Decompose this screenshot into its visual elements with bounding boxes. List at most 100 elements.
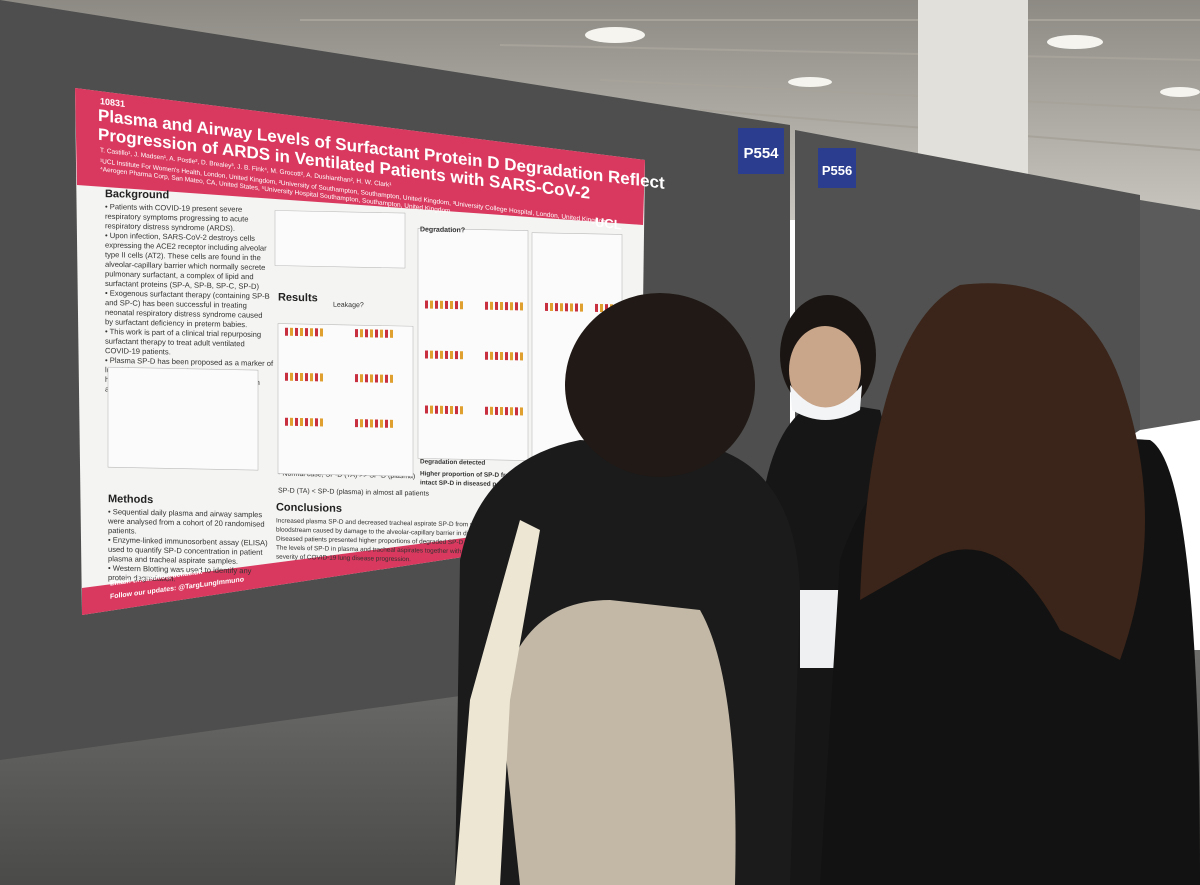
figure-bar [380,419,383,428]
section-text: • This work is part of a clinical trial … [105,327,261,339]
figure-bar [495,301,498,310]
poster-header [75,88,645,225]
booth-sign [818,148,856,188]
section-text: • Normal case, SP-D (TA) >> SP-D (plasma… [278,471,415,481]
face-mask [790,385,862,420]
figure-bar [425,405,428,414]
figure-bar [440,405,443,414]
figure-bar [450,406,453,415]
section-heading: Background [105,188,169,201]
figure-bar [495,351,498,360]
section-text: protein degradation. [108,573,176,583]
pillar [918,0,1028,175]
figure-bar [305,328,308,337]
figure-bar [375,329,378,338]
figure [277,323,414,477]
figure-bar [360,419,363,428]
figure-bar [460,301,463,310]
section-text: • Upon infection, SARS-CoV-2 destroys ce… [105,231,255,243]
figure-bar [365,374,368,383]
figure-bar [295,417,298,426]
section-text: used to quantify SP-D concentration in p… [108,545,263,557]
figure-bar [485,301,488,310]
figure-bar [510,352,513,361]
figure-bar [460,351,463,360]
figure [274,210,406,269]
figure-bar [290,417,293,426]
figure-bar [285,327,288,336]
figure-bar [295,372,298,381]
section-text: respiratory distress syndrome (ARDS). [105,221,235,233]
figure-bar [520,352,523,361]
figure-bar [485,351,488,360]
tote-bag [455,520,540,885]
section-text: severity of COVID-19 lung disease progre… [276,554,411,564]
section-heading: Results [278,292,318,305]
section-text: • Western Blotting was used to identify … [108,564,252,576]
figure-bar [500,302,503,311]
figure-bar [445,350,448,359]
visitor-hair [860,283,1145,660]
figure-bar [425,300,428,309]
section-text: and SP-C) has been successful in treatin… [105,298,247,310]
figure-bar [385,374,388,383]
section-text: • Plasma SP-D has been proposed as a mar… [105,356,274,368]
poster: 10831 Plasma and Airway Levels of Surfac… [75,88,665,615]
figure-bar [600,304,603,313]
poster-board [1140,200,1200,430]
figure-bar [355,374,358,383]
backpack [500,600,736,885]
figure-bar [435,350,438,359]
figure-bar [515,407,518,416]
figure-bar [510,302,513,311]
ceiling-light [788,77,832,87]
figure-bar [310,328,313,337]
booth-number: P554 [743,145,779,162]
figure-bar [450,351,453,360]
section-text: • Enzyme-linked immunosorbent assay (ELI… [108,535,268,547]
figure-bar [545,302,548,311]
figure-bar [455,351,458,360]
section-text: type II cells (AT2). These cells are fou… [105,250,261,262]
figure-bar [360,329,363,338]
figure-bar [300,373,303,382]
figure-bar [380,374,383,383]
figure-bar [390,419,393,428]
figure-bar [315,328,318,337]
figure-bar [570,303,573,312]
section-text: were analysed from a cohort of 20 random… [107,517,265,529]
figure-bar [560,303,563,312]
figure-bar [355,329,358,338]
figure-bar [285,417,288,426]
figure-bar [495,406,498,415]
figure-bar [390,374,393,383]
figure-bar [300,328,303,337]
figure-bar [515,352,518,361]
figure-bar [315,373,318,382]
section-text: surfactant therapy to treat adult ventil… [105,337,245,349]
section-text: alveolar-capillary barrier which normall… [105,260,265,272]
figure-bar [515,302,518,311]
figure-bar [305,373,308,382]
figure-bar [455,301,458,310]
figure-bar [375,419,378,428]
booth-number: P556 [822,163,852,178]
section-text: neonatal respiratory distress syndrome c… [105,308,262,320]
figure-bar [390,329,393,338]
section-text: pulmonary surfactant, a complex of lipid… [105,269,254,281]
figure-bar [455,406,458,415]
figure-bar [520,302,523,311]
section-text: • Exogenous surfactant therapy (containi… [105,289,270,301]
figure-label: Degradation? [420,226,465,234]
poster-id: 10831 [100,96,125,109]
figure-bar [430,350,433,359]
figure-bar [290,327,293,336]
ceiling-light [1047,35,1103,49]
section-text: by surfactant deficiency in preterm babi… [105,317,247,329]
section-text: expressing the ACE2 receptor including a… [105,241,267,253]
figure-bar [445,300,448,309]
section-text: surfactant proteins (SP-A, SP-B, SP-C, S… [105,279,259,291]
badge [800,590,840,668]
booth-sign [738,128,784,174]
figure-bar [505,407,508,416]
